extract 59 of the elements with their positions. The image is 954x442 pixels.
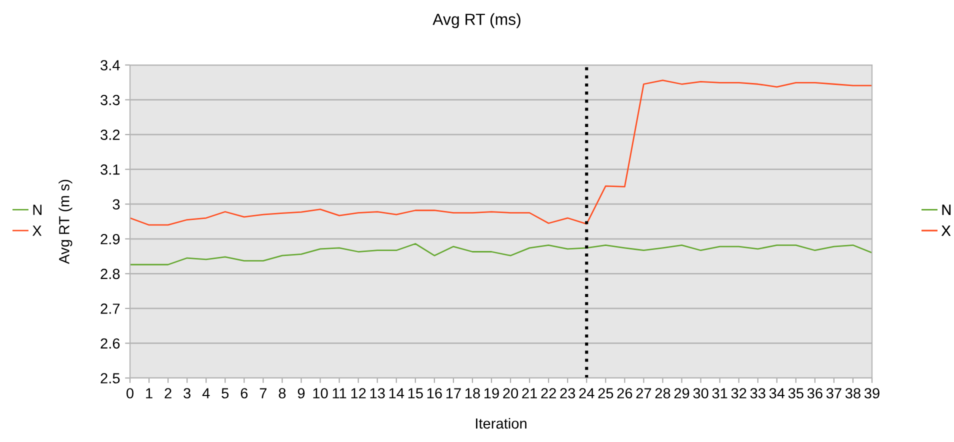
x-tick-label: 8 xyxy=(278,388,286,398)
y-tick-label: 3.4 xyxy=(100,60,120,70)
x-tick-label: 31 xyxy=(712,388,728,398)
x-tick-label: 23 xyxy=(560,388,576,398)
x-tick-label: 9 xyxy=(298,388,305,398)
x-tick-label: 35 xyxy=(788,388,804,398)
x-tick-label: 28 xyxy=(655,388,670,398)
legend-label: N xyxy=(942,204,951,215)
x-tick-label: 18 xyxy=(465,388,480,398)
y-tick-label: 2.9 xyxy=(100,234,120,244)
x-tick-label: 19 xyxy=(484,388,499,398)
x-tick-label: 20 xyxy=(503,388,518,398)
x-tick-label: 12 xyxy=(351,388,366,398)
x-tick-label: 24 xyxy=(579,388,594,398)
x-tick-label: 29 xyxy=(674,388,690,398)
x-tick-label: 1 xyxy=(146,388,152,398)
x-tick-label: 34 xyxy=(769,388,785,398)
x-tick-label: 4 xyxy=(202,388,210,398)
text: N xyxy=(33,204,42,215)
x-tick-label: 33 xyxy=(750,388,766,398)
x-tick-label: 32 xyxy=(731,388,746,398)
x-tick-label: 5 xyxy=(222,388,229,398)
x-tick-label: 15 xyxy=(408,388,423,398)
x-tick-label: 0 xyxy=(126,388,134,398)
x-tick-label: 21 xyxy=(522,388,537,398)
x-tick-label: 3 xyxy=(184,388,190,398)
x-tick-label: 37 xyxy=(826,388,842,398)
y-tick-label: 3.2 xyxy=(100,130,120,140)
y-tick-label: 2.8 xyxy=(100,268,120,280)
x-tick-label: 14 xyxy=(389,388,404,398)
x-tick-label: 16 xyxy=(427,388,442,398)
x-tick-label: 13 xyxy=(370,388,385,398)
x-tick-label: 26 xyxy=(617,388,632,398)
legend-label: X xyxy=(942,226,951,236)
x-tick-label: 17 xyxy=(446,388,461,398)
y-tick-label: 2.7 xyxy=(100,304,120,314)
text: X xyxy=(32,226,42,236)
x-tick-label: 38 xyxy=(845,388,860,398)
x-tick-label: 2 xyxy=(164,388,172,398)
x-tick-label: 39 xyxy=(864,388,880,398)
y-tick-label: 3.3 xyxy=(100,94,120,106)
chart-title: Avg RT (ms) xyxy=(432,13,520,28)
x-axis-title: Iteration xyxy=(476,418,526,429)
y-axis-title: Avg RT (m s) xyxy=(58,180,72,264)
y-tick-label: 2.6 xyxy=(100,338,120,349)
x-tick-label: 6 xyxy=(240,388,248,398)
y-tick-label: 3 xyxy=(112,199,120,210)
x-tick-label: 25 xyxy=(598,388,614,398)
x-tick-label: 7 xyxy=(260,388,267,398)
line-series xyxy=(130,80,872,226)
x-tick-label: 22 xyxy=(541,388,556,398)
x-tick-label: 36 xyxy=(807,388,822,398)
x-tick-label: 10 xyxy=(313,388,328,398)
y-tick-label: 3.1 xyxy=(100,164,120,175)
line-series xyxy=(130,243,872,266)
x-tick-label: 27 xyxy=(636,388,652,398)
x-tick-label: 30 xyxy=(693,388,708,398)
y-tick-label: 2.5 xyxy=(100,373,120,384)
x-tick-label: 11 xyxy=(332,388,346,398)
